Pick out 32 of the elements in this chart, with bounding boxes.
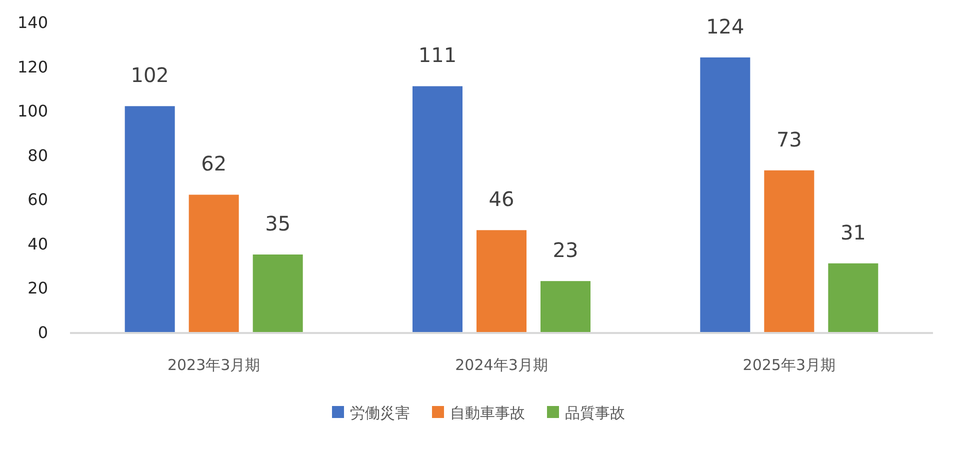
y-tick-label: 140 <box>17 13 48 32</box>
bar <box>188 194 239 332</box>
bar <box>540 281 590 332</box>
y-tick-label: 40 <box>28 234 48 254</box>
legend-label: 労働災害 <box>350 404 410 422</box>
y-tick-label: 100 <box>17 102 48 121</box>
bar <box>764 170 814 332</box>
bar <box>828 263 878 332</box>
y-tick-label: 120 <box>17 57 48 76</box>
x-tick-label: 2025年3月期 <box>742 356 836 374</box>
data-label: 102 <box>130 63 169 88</box>
y-tick-label: 60 <box>28 190 48 210</box>
bar <box>252 254 303 332</box>
data-label: 111 <box>418 43 457 68</box>
legend-label: 自動車事故 <box>450 404 525 422</box>
y-tick-label: 0 <box>38 323 48 342</box>
bar <box>412 86 462 332</box>
bar <box>700 57 750 332</box>
x-tick-label: 2023年3月期 <box>167 356 260 374</box>
y-tick-label: 20 <box>28 278 48 298</box>
data-label: 62 <box>201 152 227 176</box>
data-label: 35 <box>265 212 291 236</box>
data-label: 73 <box>776 127 802 152</box>
data-label: 31 <box>840 220 866 244</box>
data-label: 124 <box>706 14 744 38</box>
bar <box>476 230 526 332</box>
data-label: 46 <box>488 187 514 212</box>
data-label: 23 <box>552 238 578 262</box>
bar <box>124 106 175 332</box>
y-tick-label: 80 <box>28 146 48 165</box>
legend-label: 品質事故 <box>565 404 625 422</box>
x-tick-label: 2024年3月期 <box>455 356 548 374</box>
